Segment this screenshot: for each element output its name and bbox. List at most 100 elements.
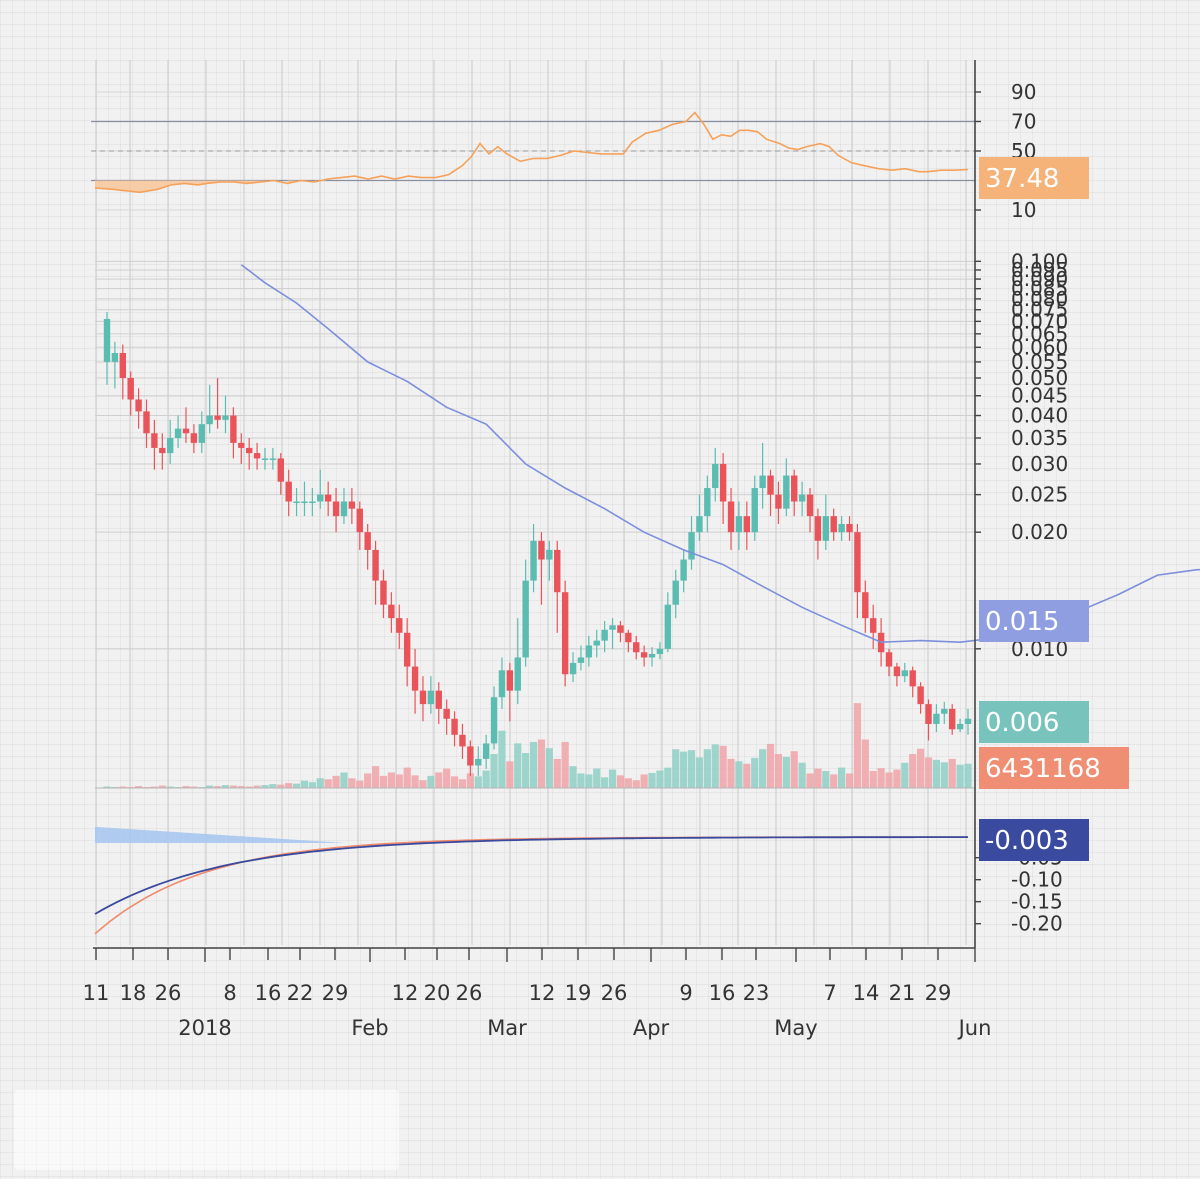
candle-body [159, 447, 166, 454]
candle-body [356, 508, 363, 533]
candle-body [538, 540, 545, 560]
candle-body [388, 604, 395, 619]
macd-histogram-bar [216, 834, 222, 843]
candle-body [443, 708, 450, 719]
candle-body [806, 494, 814, 517]
candle-body [498, 670, 506, 698]
price-tick-label: 0.030 [1011, 452, 1068, 476]
candle-body [332, 501, 340, 517]
candle-body [261, 458, 269, 460]
macd-histogram-bar [229, 835, 234, 843]
volume-bar [435, 772, 443, 788]
volume-bar [356, 780, 364, 788]
volume-bar [782, 756, 790, 788]
candle-body [380, 580, 387, 605]
candle-body [648, 653, 656, 658]
macd-histogram-bar [279, 838, 285, 843]
volume-bar [640, 774, 648, 788]
volume-bar [498, 730, 506, 788]
volume-bar [885, 772, 893, 788]
candle-body [490, 697, 498, 744]
candle-body [712, 463, 719, 489]
volume-bar [759, 749, 767, 788]
x-month-tick-label: Feb [351, 1016, 388, 1040]
macd-histogram-bar [284, 839, 289, 843]
macd-tick-label: -0.10 [1011, 868, 1063, 892]
candle-body [467, 746, 474, 766]
candle-body [956, 723, 964, 730]
macd-line [94, 836, 968, 915]
price-tick-label: 0.065 [1011, 322, 1068, 346]
volume-bar [656, 770, 664, 788]
macd-histogram-bar [179, 832, 184, 843]
volume-bar [585, 774, 593, 788]
macd-histogram-bar [141, 829, 146, 843]
volume-last-value-label: 6431168 [979, 747, 1129, 789]
price-tick-label: 0.040 [1011, 404, 1068, 428]
candle-body [854, 532, 861, 593]
candle-body [640, 652, 648, 658]
volume-bar [577, 773, 585, 788]
macd-histogram-bar [153, 830, 159, 843]
price-tick-label: 0.045 [1011, 384, 1068, 408]
price-tick-label: 0.090 [1011, 267, 1068, 291]
candle-body [309, 501, 316, 504]
candle-body [482, 743, 490, 759]
macd-histogram-bar [137, 829, 142, 843]
volume-bar [830, 774, 838, 788]
volume-bar [893, 769, 901, 788]
volume-bar [948, 758, 956, 788]
volume-bar [687, 750, 696, 788]
volume-bar [103, 786, 111, 788]
volume-bar [213, 786, 222, 788]
macd-histogram-bar [95, 827, 100, 843]
volume-bar [387, 772, 395, 788]
volume-bar [917, 748, 925, 788]
volume-bar [458, 779, 467, 788]
macd-histogram-bar [242, 836, 247, 843]
price-tick-label: 0.070 [1011, 309, 1068, 333]
x-day-tick-label: 29 [322, 981, 349, 1005]
volume-bar [158, 785, 166, 788]
candle-body [625, 632, 632, 643]
volume-bar [909, 754, 917, 788]
price-last-value-label-text: 0.006 [985, 708, 1059, 738]
volume-bars [95, 703, 975, 789]
candle-body [901, 670, 909, 677]
x-day-tick-label: 12 [529, 981, 556, 1005]
volume-bar [506, 761, 514, 788]
macd-histogram-bar [250, 836, 255, 843]
candle-body [561, 592, 569, 675]
x-day-tick-label: 16 [709, 981, 736, 1005]
candle-body [719, 463, 727, 502]
x-month-tick-label: Jun [957, 1016, 992, 1040]
volume-bar [537, 739, 546, 788]
volume-bar [940, 762, 948, 788]
macd-histogram-bar [149, 830, 154, 843]
price-tick-label: 0.080 [1011, 287, 1068, 311]
volume-bar [648, 772, 656, 788]
candle-body [459, 734, 466, 747]
value-labels: 37.48 0.015 0.006 6431168 -0.003 [979, 157, 1129, 861]
candle-body [419, 690, 427, 705]
volume-bar [932, 759, 941, 788]
candle-body [941, 708, 948, 714]
volume-bar [845, 773, 854, 788]
macd-histogram-bar [233, 835, 238, 843]
ma-last-value-label: 0.015 [979, 600, 1089, 642]
volume-bar [624, 778, 632, 788]
candle-body [506, 670, 514, 691]
volume-bar [253, 785, 261, 788]
candle-body [317, 494, 324, 502]
macd-histogram-bar [116, 828, 121, 843]
volume-bar [774, 754, 783, 788]
volume-bar [838, 767, 846, 788]
volume-bar [522, 753, 530, 788]
macd-last-value-label-text: -0.003 [985, 826, 1069, 856]
axes: 907050100.1000.0950.0900.0850.0800.0750.… [83, 60, 1068, 1040]
rsi-tick-label: 90 [1011, 80, 1036, 104]
macd-signal-line [94, 836, 968, 935]
rsi-last-value-label-box [979, 157, 1089, 199]
grid-lines [95, 60, 975, 945]
x-day-tick-label: 26 [155, 981, 182, 1005]
